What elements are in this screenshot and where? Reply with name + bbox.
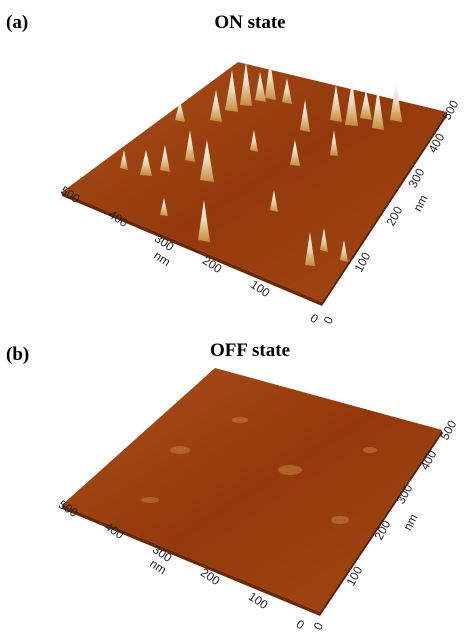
tick-label: 0 — [311, 620, 327, 633]
surface — [62, 62, 447, 302]
axis-unit: nm — [400, 511, 420, 532]
panel-a: (a) ON state 500 400 300 200 100 0 nm 0 … — [6, 12, 461, 327]
tick-label: 0 — [308, 311, 321, 327]
panel-b: (b) OFF state 500 400 300 200 100 0 nm 0… — [6, 340, 459, 633]
axis-unit: nm — [410, 192, 430, 213]
tick-label: 0 — [321, 314, 337, 327]
tick-label: 200 — [384, 204, 406, 229]
tick-label: 0 — [294, 617, 307, 633]
panel-title: OFF state — [210, 340, 290, 361]
figure: (a) ON state 500 400 300 200 100 0 nm 0 … — [0, 0, 464, 638]
surface — [62, 368, 442, 612]
panel-label: (b) — [6, 344, 29, 365]
tick-label: 500 — [438, 418, 460, 443]
panel-title: ON state — [214, 12, 285, 33]
panel-label: (a) — [6, 12, 28, 33]
